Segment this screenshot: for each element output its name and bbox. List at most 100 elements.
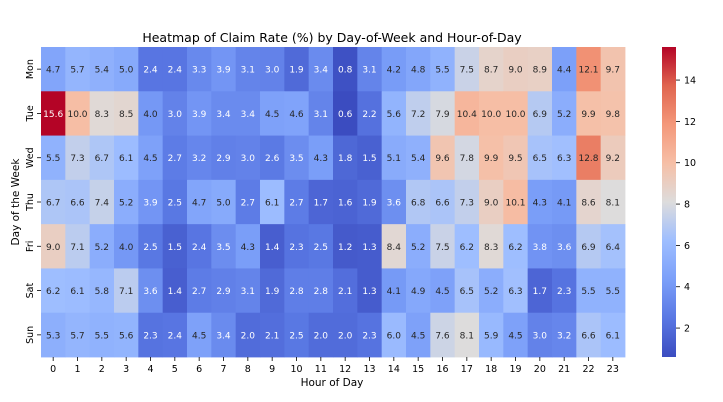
heatmap-cell — [381, 91, 407, 136]
cell-value-label: 10.1 — [505, 199, 525, 209]
heatmap-cell — [308, 224, 334, 269]
cell-value-label: 6.7 — [46, 199, 60, 209]
heatmap-cell — [235, 47, 261, 92]
cell-value-label: 5.2 — [95, 243, 109, 253]
cell-value-label: 7.1 — [119, 287, 133, 297]
cell-value-label: 1.5 — [362, 154, 376, 164]
x-tick-label: 23 — [607, 364, 619, 375]
heatmap-cell — [454, 91, 480, 136]
cell-value-label: 2.7 — [168, 154, 182, 164]
cell-value-label: 2.4 — [192, 243, 207, 253]
heatmap-cell — [503, 179, 529, 225]
heatmap-cell — [187, 91, 212, 136]
cell-value-label: 5.0 — [119, 66, 134, 76]
heatmap-cell — [454, 179, 480, 225]
cell-value-label: 6.3 — [557, 154, 571, 164]
heatmap-cell — [381, 224, 407, 269]
cell-value-label: 4.7 — [192, 199, 206, 209]
heatmap-cell — [430, 135, 456, 181]
x-tick-label: 0 — [50, 364, 56, 375]
heatmap-cell — [600, 135, 626, 181]
cell-value-label: 3.6 — [387, 199, 402, 209]
cell-value-label: 7.5 — [460, 66, 474, 76]
x-tick-label: 9 — [269, 364, 275, 375]
cell-value-label: 2.4 — [168, 331, 183, 341]
cell-value-label: 4.0 — [143, 110, 158, 120]
cell-value-label: 2.5 — [143, 243, 157, 253]
cell-value-label: 9.0 — [484, 199, 499, 209]
heatmap-cell — [138, 135, 164, 181]
cell-value-label: 3.1 — [362, 66, 376, 76]
heatmap-cell — [406, 312, 431, 358]
cell-value-label: 1.6 — [338, 199, 353, 209]
heatmap-cell — [527, 91, 553, 136]
cell-value-label: 1.2 — [338, 243, 352, 253]
heatmap-cell — [576, 47, 602, 92]
cell-value-label: 7.6 — [435, 331, 450, 341]
x-tick-label: 18 — [485, 364, 497, 375]
cell-value-label: 2.7 — [289, 199, 303, 209]
heatmap-cell — [114, 224, 139, 269]
heatmap-cell — [479, 312, 504, 358]
heatmap-cell — [65, 135, 91, 181]
heatmap-cell — [211, 224, 237, 269]
heatmap-cell — [284, 91, 310, 136]
heatmap-cell — [235, 268, 261, 314]
heatmap-cell — [333, 179, 358, 225]
x-tick-label: 4 — [147, 364, 153, 375]
heatmap-cell — [406, 224, 431, 269]
cell-value-label: 4.5 — [508, 331, 522, 341]
heatmap-cell — [187, 47, 212, 92]
x-axis-label: Hour of Day — [301, 377, 364, 389]
heatmap-cell — [260, 224, 285, 269]
heatmap-cell — [284, 268, 310, 314]
cell-value-label: 1.9 — [289, 66, 304, 76]
heatmap-cell — [260, 268, 285, 314]
cell-value-label: 8.6 — [581, 199, 596, 209]
cell-value-label: 8.3 — [484, 243, 498, 253]
cell-value-label: 2.4 — [168, 66, 183, 76]
heatmap-cell — [211, 179, 237, 225]
colorbar-tick-label: 10 — [684, 158, 696, 169]
cell-value-label: 6.6 — [581, 331, 596, 341]
cell-value-label: 9.9 — [581, 110, 596, 120]
heatmap-cell — [187, 135, 212, 181]
cell-value-label: 6.2 — [46, 287, 60, 297]
heatmap-cell — [284, 224, 310, 269]
cell-value-label: 3.4 — [314, 66, 329, 76]
cell-value-label: 6.5 — [533, 154, 547, 164]
cell-value-label: 3.4 — [216, 110, 231, 120]
cell-value-label: 3.9 — [216, 66, 231, 76]
heatmap-cell — [211, 47, 237, 92]
cell-value-label: 5.5 — [435, 66, 449, 76]
cell-value-label: 5.6 — [387, 110, 402, 120]
heatmap-cell — [406, 268, 431, 314]
cell-value-label: 15.6 — [43, 110, 63, 120]
heatmap-cell — [576, 224, 602, 269]
cell-value-label: 4.1 — [387, 287, 401, 297]
cell-value-label: 5.8 — [95, 287, 110, 297]
x-tick-label: 7 — [220, 364, 226, 375]
cell-value-label: 2.0 — [338, 331, 353, 341]
cell-value-label: 1.4 — [265, 243, 280, 253]
cell-value-label: 6.6 — [435, 199, 450, 209]
cell-value-label: 1.9 — [362, 199, 377, 209]
heatmap-cell — [41, 47, 66, 92]
cell-value-label: 7.2 — [411, 110, 425, 120]
cell-value-label: 6.9 — [533, 110, 548, 120]
cell-value-label: 5.5 — [606, 287, 620, 297]
y-tick-label: Fri — [25, 241, 36, 252]
cell-value-label: 2.3 — [557, 287, 571, 297]
colorbar-tick-label: 6 — [684, 241, 690, 252]
cell-value-label: 4.5 — [411, 331, 425, 341]
heatmap-cell — [41, 179, 66, 225]
heatmap-cell — [308, 47, 334, 92]
heatmap-cell — [162, 179, 188, 225]
cell-value-label: 5.7 — [70, 66, 84, 76]
heatmap-cell — [552, 47, 577, 92]
cell-value-label: 6.0 — [387, 331, 402, 341]
cell-value-label: 1.4 — [168, 287, 183, 297]
heatmap-cell — [308, 135, 334, 181]
cell-value-label: 5.2 — [557, 110, 571, 120]
heatmap-cell — [65, 312, 91, 358]
